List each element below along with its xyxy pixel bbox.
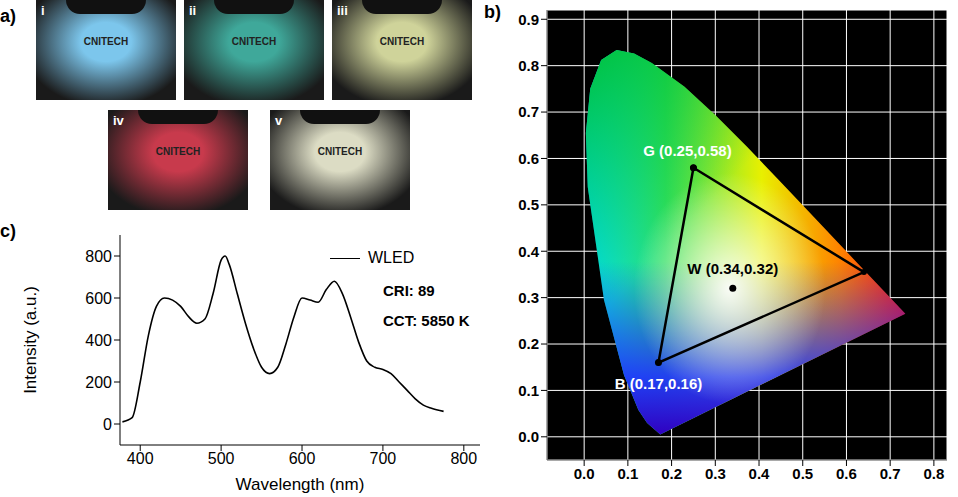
svg-text:0.9: 0.9 <box>518 11 539 28</box>
svg-text:0.4: 0.4 <box>518 243 540 260</box>
html-text:CNITECH: CNITECH <box>317 146 363 157</box>
svg-text:0.8: 0.8 <box>923 465 944 482</box>
svg-text:500: 500 <box>208 450 235 467</box>
html-text:ii: ii <box>189 3 197 18</box>
svg-text:0.5: 0.5 <box>518 196 539 213</box>
html-text:CNITECH: CNITECH <box>83 36 129 47</box>
svg-text:0.8: 0.8 <box>518 57 539 74</box>
svg-text:400: 400 <box>85 332 112 349</box>
svg-text:0.4: 0.4 <box>749 465 771 482</box>
svg-text:0.2: 0.2 <box>661 465 682 482</box>
svg-text:400: 400 <box>127 450 154 467</box>
html-text:iv: iv <box>113 113 124 128</box>
html-text:CNITECH: CNITECH <box>379 36 425 47</box>
svg-text:0.6: 0.6 <box>518 150 539 167</box>
svg-text:0.7: 0.7 <box>518 103 539 120</box>
html-text:b): b) <box>484 2 501 22</box>
svg-text:0.6: 0.6 <box>836 465 857 482</box>
svg-text:700: 700 <box>370 450 397 467</box>
svg-text:0.0: 0.0 <box>574 465 595 482</box>
svg-text:600: 600 <box>289 450 316 467</box>
svg-text:Intensity (a.u.): Intensity (a.u.) <box>21 286 40 394</box>
html-text:c): c) <box>0 221 16 241</box>
svg-text:0.3: 0.3 <box>518 289 539 306</box>
svg-text:0.0: 0.0 <box>518 428 539 445</box>
html-text:v: v <box>275 113 283 128</box>
svg-text:600: 600 <box>85 290 112 307</box>
html-text:WLED: WLED <box>368 249 415 266</box>
svg-text:Wavelength (nm): Wavelength (nm) <box>236 475 365 494</box>
svg-text:0: 0 <box>103 416 112 433</box>
svg-text:800: 800 <box>85 248 112 265</box>
html-text:CCT: 5850 K: CCT: 5850 K <box>383 312 470 329</box>
html-text:a): a) <box>0 6 16 26</box>
html-text:iii: iii <box>337 3 348 18</box>
svg-text:0.3: 0.3 <box>705 465 726 482</box>
html-text:CNITECH: CNITECH <box>231 36 277 47</box>
svg-text:800: 800 <box>450 450 477 467</box>
svg-text:0.2: 0.2 <box>518 335 539 352</box>
svg-text:0.1: 0.1 <box>518 382 539 399</box>
svg-text:0.5: 0.5 <box>792 465 813 482</box>
svg-text:B (0.17,0.16): B (0.17,0.16) <box>615 375 703 392</box>
html-text:CRI: 89: CRI: 89 <box>383 282 435 299</box>
svg-text:0.7: 0.7 <box>880 465 901 482</box>
html-text:CNITECH: CNITECH <box>155 146 201 157</box>
svg-text:200: 200 <box>85 374 112 391</box>
svg-text:G (0.25,0.58): G (0.25,0.58) <box>643 142 731 159</box>
svg-text:0.1: 0.1 <box>617 465 638 482</box>
svg-text:W (0.34,0.32): W (0.34,0.32) <box>687 260 778 277</box>
html-text:i: i <box>41 3 45 18</box>
